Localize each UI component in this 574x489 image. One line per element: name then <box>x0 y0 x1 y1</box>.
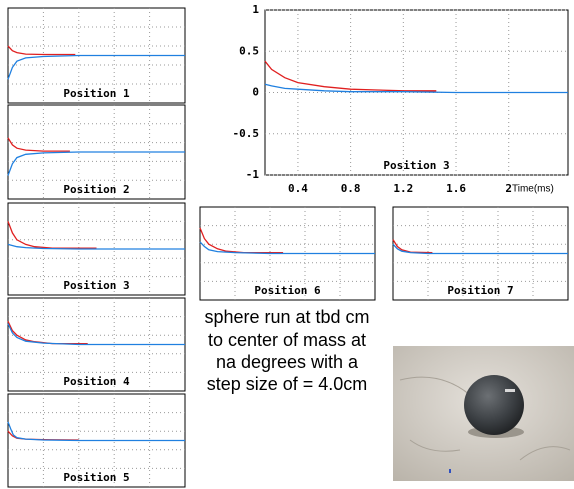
chart-title: Position 4 <box>63 375 130 388</box>
series-line <box>7 137 70 152</box>
x-tick-label: 0.4 <box>288 182 308 195</box>
caption-line: sphere run at tbd cm <box>204 307 369 327</box>
series-line <box>7 243 185 250</box>
caption-line: step size of = 4.0cm <box>207 374 368 394</box>
caption-line: to center of mass at <box>208 330 366 350</box>
chart-title: Position 2 <box>63 183 129 196</box>
x-tick-label: 0.8 <box>341 182 361 195</box>
series-line <box>199 241 375 255</box>
chart-title: Position 5 <box>63 471 129 484</box>
y-tick-label: 0 <box>252 86 259 99</box>
series-line <box>7 45 76 56</box>
y-tick-label: -0.5 <box>233 127 260 140</box>
x-tick-label: 1.6 <box>446 182 466 195</box>
chart-title: Position 3 <box>63 279 129 292</box>
series-line <box>264 83 568 94</box>
y-tick-label: 1 <box>252 3 259 16</box>
x-tick-label: 2 <box>505 182 512 195</box>
chart-title: Position 7 <box>447 284 513 297</box>
series-line <box>392 243 568 255</box>
x-axis-label: Time(ms) <box>512 184 554 195</box>
photo <box>393 346 574 481</box>
caption-line: na degrees with a <box>216 352 359 372</box>
chart-title: Position 6 <box>254 284 321 297</box>
series-line <box>7 151 185 176</box>
series-line <box>264 60 437 92</box>
chart-title: Position 1 <box>63 87 130 100</box>
chart-title: Position 3 <box>383 159 449 172</box>
x-tick-label: 1.2 <box>393 182 413 195</box>
series-line <box>392 239 433 254</box>
y-tick-label: -1 <box>246 168 260 181</box>
series-line <box>7 323 185 346</box>
series-line <box>7 421 185 442</box>
y-tick-label: 0.5 <box>239 44 259 57</box>
series-line <box>7 54 185 80</box>
